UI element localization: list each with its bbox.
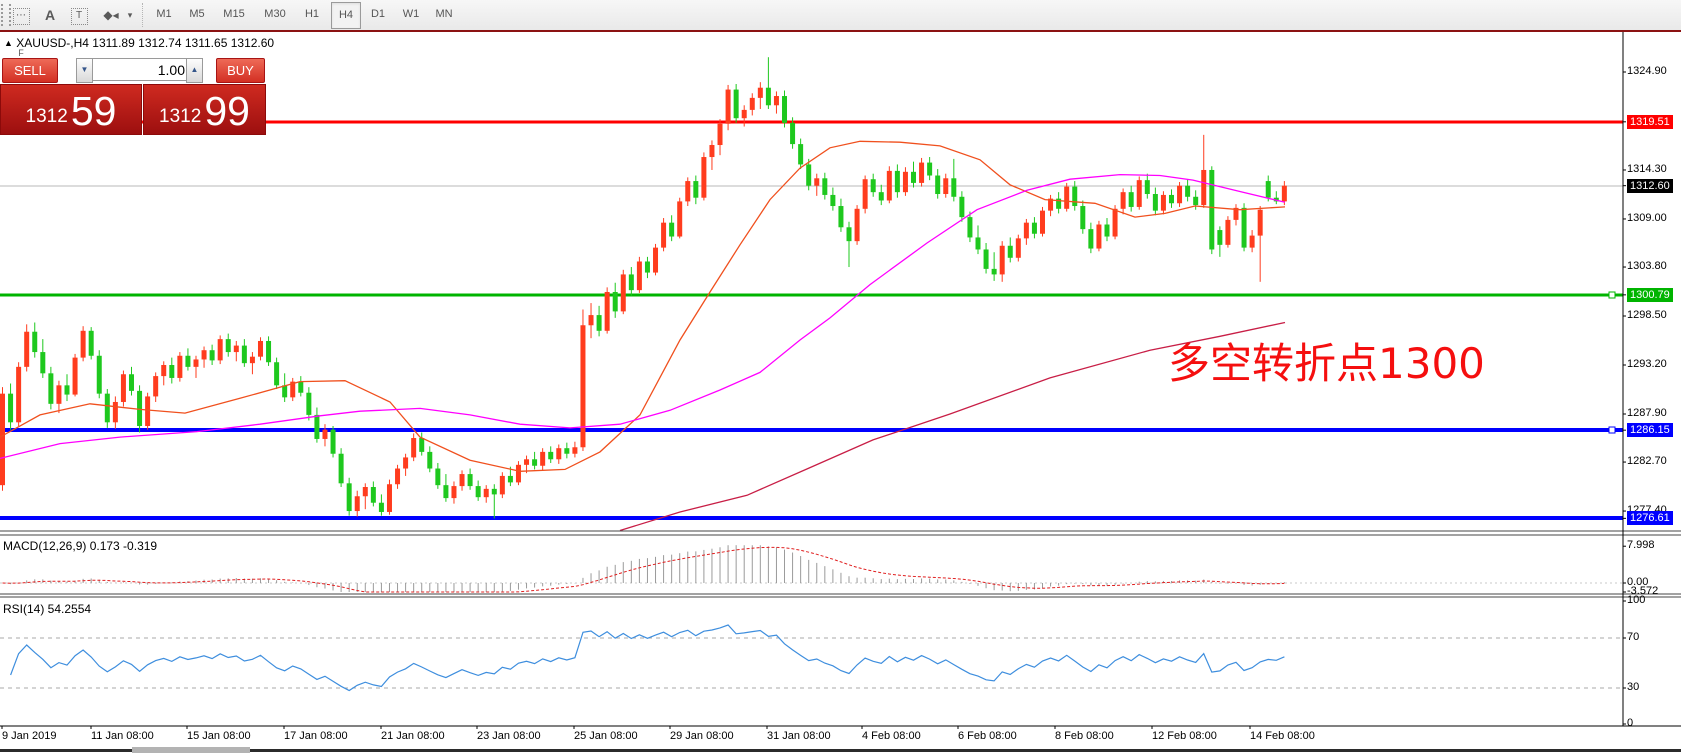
- symbol-ohlc-bar: ▲ XAUUSD-,H4 1311.89 1312.74 1311.65 131…: [4, 36, 274, 50]
- buy-quote[interactable]: 1312 99: [143, 84, 266, 135]
- medium-ma: [0, 173, 1286, 460]
- ohlc-high: 1312.74: [138, 36, 182, 50]
- price-line-label: 1300.79: [1627, 288, 1673, 302]
- toolbar: ⋯F A T ◆◂ ▾ M1 M5 M15 M30 H1 H4 D1 W1 MN: [0, 0, 1681, 58]
- buy-price-big-figure: 1312: [159, 106, 202, 127]
- toolbar-separator: [142, 3, 144, 27]
- timeframe-button-h4[interactable]: H4: [331, 2, 361, 29]
- macd-label: MACD(12,26,9) 0.173 -0.319: [3, 539, 158, 553]
- rsi-label: RSI(14) 54.2554: [3, 602, 92, 616]
- time-axis-label: 9 Jan 2019: [2, 730, 57, 742]
- scrollbar-track-right[interactable]: [250, 749, 1681, 752]
- timeframe-button-m15[interactable]: M15: [223, 8, 245, 20]
- price-tick-label: 1303.80: [1627, 260, 1667, 272]
- timeframe-button-d1[interactable]: D1: [370, 8, 386, 20]
- time-axis-label: 31 Jan 08:00: [767, 730, 831, 742]
- direction-up-icon: ▲: [4, 38, 13, 48]
- candles-layer: [0, 57, 1287, 519]
- symbol-name: XAUUSD-,H4: [16, 36, 89, 50]
- time-axis-label: 29 Jan 08:00: [670, 730, 734, 742]
- price-tick-label: 1298.50: [1627, 309, 1667, 321]
- sell-quote[interactable]: 1312 59: [0, 84, 142, 135]
- sell-button[interactable]: SELL: [2, 58, 58, 83]
- shapes-icon[interactable]: ◆◂: [103, 8, 119, 22]
- buy-price-pips: 99: [204, 88, 250, 134]
- buy-button[interactable]: BUY: [216, 58, 265, 83]
- macd-axis-label: 7.998: [1627, 539, 1655, 551]
- time-axis-label: 6 Feb 08:00: [958, 730, 1017, 742]
- timeframe-button-w1[interactable]: W1: [402, 8, 420, 20]
- time-axis-label: 15 Jan 08:00: [187, 730, 251, 742]
- rsi-panel: [0, 624, 1623, 692]
- macd-panel: [0, 545, 1623, 593]
- rsi-axis-label: 0: [1627, 717, 1634, 729]
- ohlc-low: 1311.65: [184, 36, 228, 50]
- time-axis-label: 8 Feb 08:00: [1055, 730, 1114, 742]
- slow-ma: [619, 321, 1286, 531]
- chart-text-annotation[interactable]: 多空转折点1300: [1168, 339, 1485, 388]
- timeframe-button-m1[interactable]: M1: [156, 8, 172, 20]
- price-tick-label: 1309.00: [1627, 212, 1667, 224]
- label-a-icon[interactable]: A: [44, 7, 56, 23]
- rsi-axis-label: 70: [1627, 631, 1640, 643]
- time-axis-label: 11 Jan 08:00: [91, 730, 154, 742]
- volume-down-button[interactable]: ▼: [76, 58, 93, 83]
- macd-axis-label: -3.572: [1627, 585, 1659, 597]
- time-axis-label: 4 Feb 08:00: [862, 730, 921, 742]
- time-axis-label: 12 Feb 08:00: [1152, 730, 1217, 742]
- ohlc-open: 1311.89: [92, 36, 135, 50]
- macd-signal-line: [2, 546, 1285, 593]
- macd-axis-label: 0.00: [1627, 576, 1649, 588]
- price-line-label: 1286.15: [1627, 423, 1673, 437]
- timeframe-button-m5[interactable]: M5: [189, 8, 205, 20]
- scrollbar-thumb[interactable]: [132, 747, 250, 753]
- price-line-label: 1319.51: [1627, 115, 1673, 129]
- price-tick-label: 1287.90: [1627, 407, 1667, 419]
- sell-price-big-figure: 1312: [25, 106, 68, 127]
- main-chart-layer: [0, 57, 1623, 531]
- rsi-axis-label: 100: [1627, 594, 1646, 606]
- toolbar-grip[interactable]: [1, 4, 11, 26]
- scrollbar-track-left[interactable]: [0, 749, 132, 752]
- price-tick-label: 1293.20: [1627, 358, 1667, 370]
- line-handle[interactable]: [1608, 291, 1616, 299]
- time-axis-label: 21 Jan 08:00: [381, 730, 445, 742]
- rsi-line: [10, 624, 1285, 692]
- price-tick-label: 1324.90: [1627, 65, 1667, 77]
- price-line-label: 1312.60: [1627, 179, 1673, 193]
- time-axis-label: 25 Jan 08:00: [574, 730, 638, 742]
- rsi-axis-label: 30: [1627, 681, 1640, 693]
- text-box-icon[interactable]: T: [68, 0, 90, 30]
- volume-input[interactable]: [92, 58, 190, 81]
- shapes-dropdown-icon[interactable]: ▾: [127, 10, 133, 20]
- time-axis-label: 23 Jan 08:00: [477, 730, 541, 742]
- ohlc-close: 1312.60: [230, 36, 275, 50]
- time-axis-label: 14 Feb 08:00: [1250, 730, 1315, 742]
- timeframe-button-mn[interactable]: MN: [435, 8, 453, 20]
- price-tick-label: 1314.30: [1627, 163, 1667, 175]
- fast-ma: [0, 140, 1286, 472]
- chart-window-top-border: [0, 30, 1681, 32]
- grid-f-icon[interactable]: ⋯F: [10, 0, 32, 58]
- timeframe-button-m30[interactable]: M30: [264, 8, 286, 20]
- time-axis-label: 17 Jan 08:00: [284, 730, 348, 742]
- volume-up-button[interactable]: ▲: [186, 58, 203, 83]
- price-tick-label: 1282.70: [1627, 455, 1667, 467]
- timeframe-button-h1[interactable]: H1: [304, 8, 320, 20]
- line-handle[interactable]: [1608, 426, 1616, 434]
- price-line-label: 1276.61: [1627, 511, 1673, 525]
- sell-price-pips: 59: [70, 88, 117, 134]
